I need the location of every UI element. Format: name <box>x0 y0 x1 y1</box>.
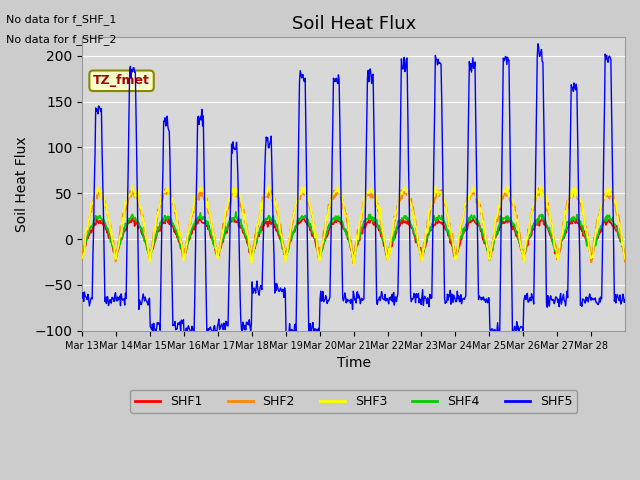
Text: No data for f_SHF_1: No data for f_SHF_1 <box>6 14 116 25</box>
Text: No data for f_SHF_2: No data for f_SHF_2 <box>6 34 117 45</box>
Y-axis label: Soil Heat Flux: Soil Heat Flux <box>15 136 29 232</box>
X-axis label: Time: Time <box>337 356 371 370</box>
Title: Soil Heat Flux: Soil Heat Flux <box>291 15 416 33</box>
Legend: SHF1, SHF2, SHF3, SHF4, SHF5: SHF1, SHF2, SHF3, SHF4, SHF5 <box>130 390 577 413</box>
Text: TZ_fmet: TZ_fmet <box>93 74 150 87</box>
